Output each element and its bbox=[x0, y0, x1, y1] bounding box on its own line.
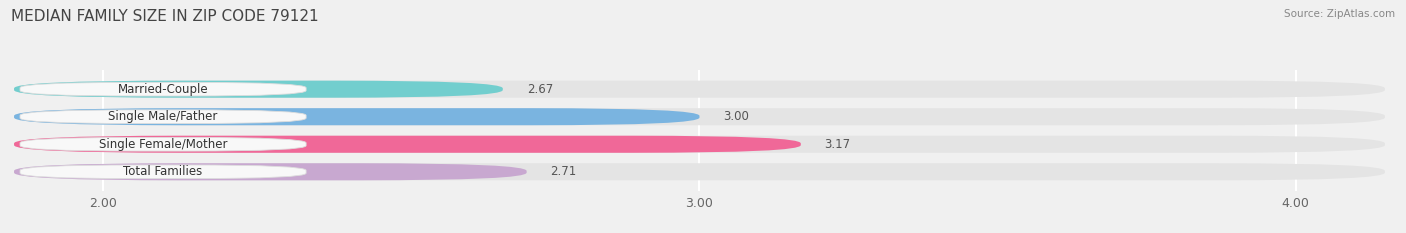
Text: Single Male/Father: Single Male/Father bbox=[108, 110, 218, 123]
Text: Source: ZipAtlas.com: Source: ZipAtlas.com bbox=[1284, 9, 1395, 19]
FancyBboxPatch shape bbox=[14, 81, 503, 98]
FancyBboxPatch shape bbox=[20, 82, 307, 96]
FancyBboxPatch shape bbox=[14, 108, 1385, 125]
Text: 2.67: 2.67 bbox=[527, 83, 553, 96]
Text: Single Female/Mother: Single Female/Mother bbox=[98, 138, 228, 151]
FancyBboxPatch shape bbox=[14, 163, 527, 180]
FancyBboxPatch shape bbox=[14, 136, 1385, 153]
Text: 2.71: 2.71 bbox=[551, 165, 576, 178]
FancyBboxPatch shape bbox=[14, 108, 699, 125]
FancyBboxPatch shape bbox=[14, 163, 1385, 180]
Text: Married-Couple: Married-Couple bbox=[118, 83, 208, 96]
FancyBboxPatch shape bbox=[14, 136, 801, 153]
FancyBboxPatch shape bbox=[14, 81, 1385, 98]
FancyBboxPatch shape bbox=[20, 137, 307, 151]
FancyBboxPatch shape bbox=[20, 165, 307, 179]
FancyBboxPatch shape bbox=[20, 110, 307, 123]
Text: 3.00: 3.00 bbox=[723, 110, 749, 123]
Text: 3.17: 3.17 bbox=[825, 138, 851, 151]
Text: Total Families: Total Families bbox=[124, 165, 202, 178]
Text: MEDIAN FAMILY SIZE IN ZIP CODE 79121: MEDIAN FAMILY SIZE IN ZIP CODE 79121 bbox=[11, 9, 319, 24]
